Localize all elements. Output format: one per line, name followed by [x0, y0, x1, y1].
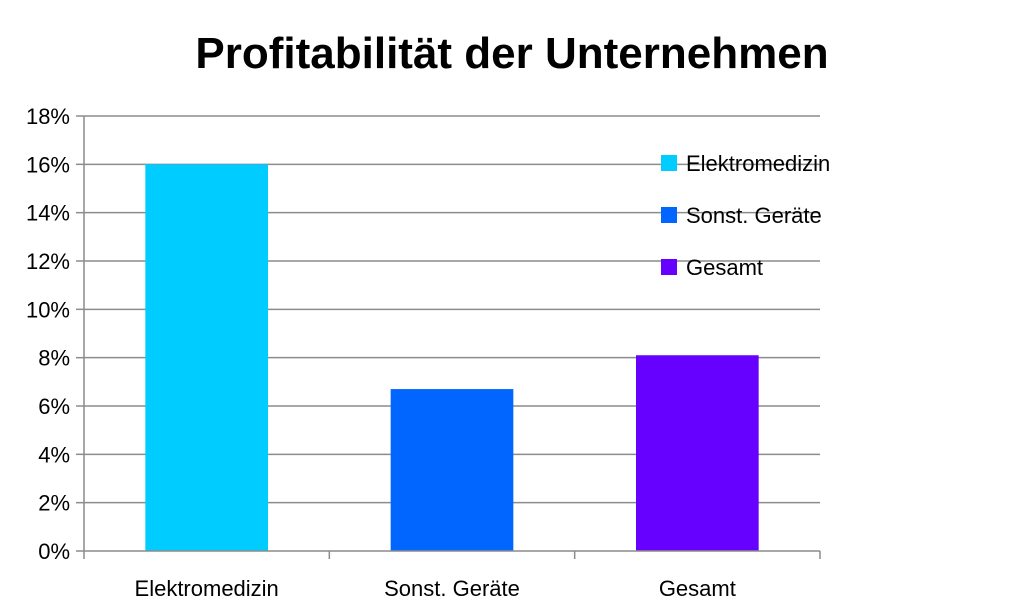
y-tick-label: 14%	[26, 201, 70, 226]
chart-title: Profitabilität der Unternehmen	[195, 29, 828, 78]
bars	[145, 164, 759, 552]
y-tick-labels: 0% 2% 4% 6% 8% 10% 12% 14% 16% 18%	[26, 104, 84, 564]
y-tick-label: 18%	[26, 104, 70, 129]
bar	[390, 389, 514, 551]
legend-swatch	[661, 155, 677, 171]
legend-label: Elektromedizin	[686, 151, 830, 176]
x-category-label: Elektromedizin	[135, 576, 279, 601]
x-category-labels: Elektromedizin Sonst. Geräte Gesamt	[135, 576, 736, 601]
legend-swatch	[661, 207, 677, 223]
legend-label: Sonst. Geräte	[686, 203, 822, 228]
axes	[83, 116, 821, 559]
legend: Elektromedizin Sonst. Geräte Gesamt	[661, 151, 830, 280]
y-tick-label: 10%	[26, 297, 70, 322]
bar	[636, 355, 759, 551]
bar	[145, 164, 268, 552]
legend-swatch	[661, 259, 677, 275]
y-tick-label: 16%	[26, 152, 70, 177]
y-tick-label: 4%	[38, 442, 70, 467]
x-category-label: Gesamt	[659, 576, 736, 601]
y-tick-label: 2%	[38, 491, 70, 516]
legend-label: Gesamt	[686, 255, 763, 280]
y-tick-label: 8%	[38, 346, 70, 371]
x-category-label: Sonst. Geräte	[384, 576, 520, 601]
y-tick-label: 0%	[38, 539, 70, 564]
y-tick-label: 12%	[26, 249, 70, 274]
y-tick-label: 6%	[38, 394, 70, 419]
